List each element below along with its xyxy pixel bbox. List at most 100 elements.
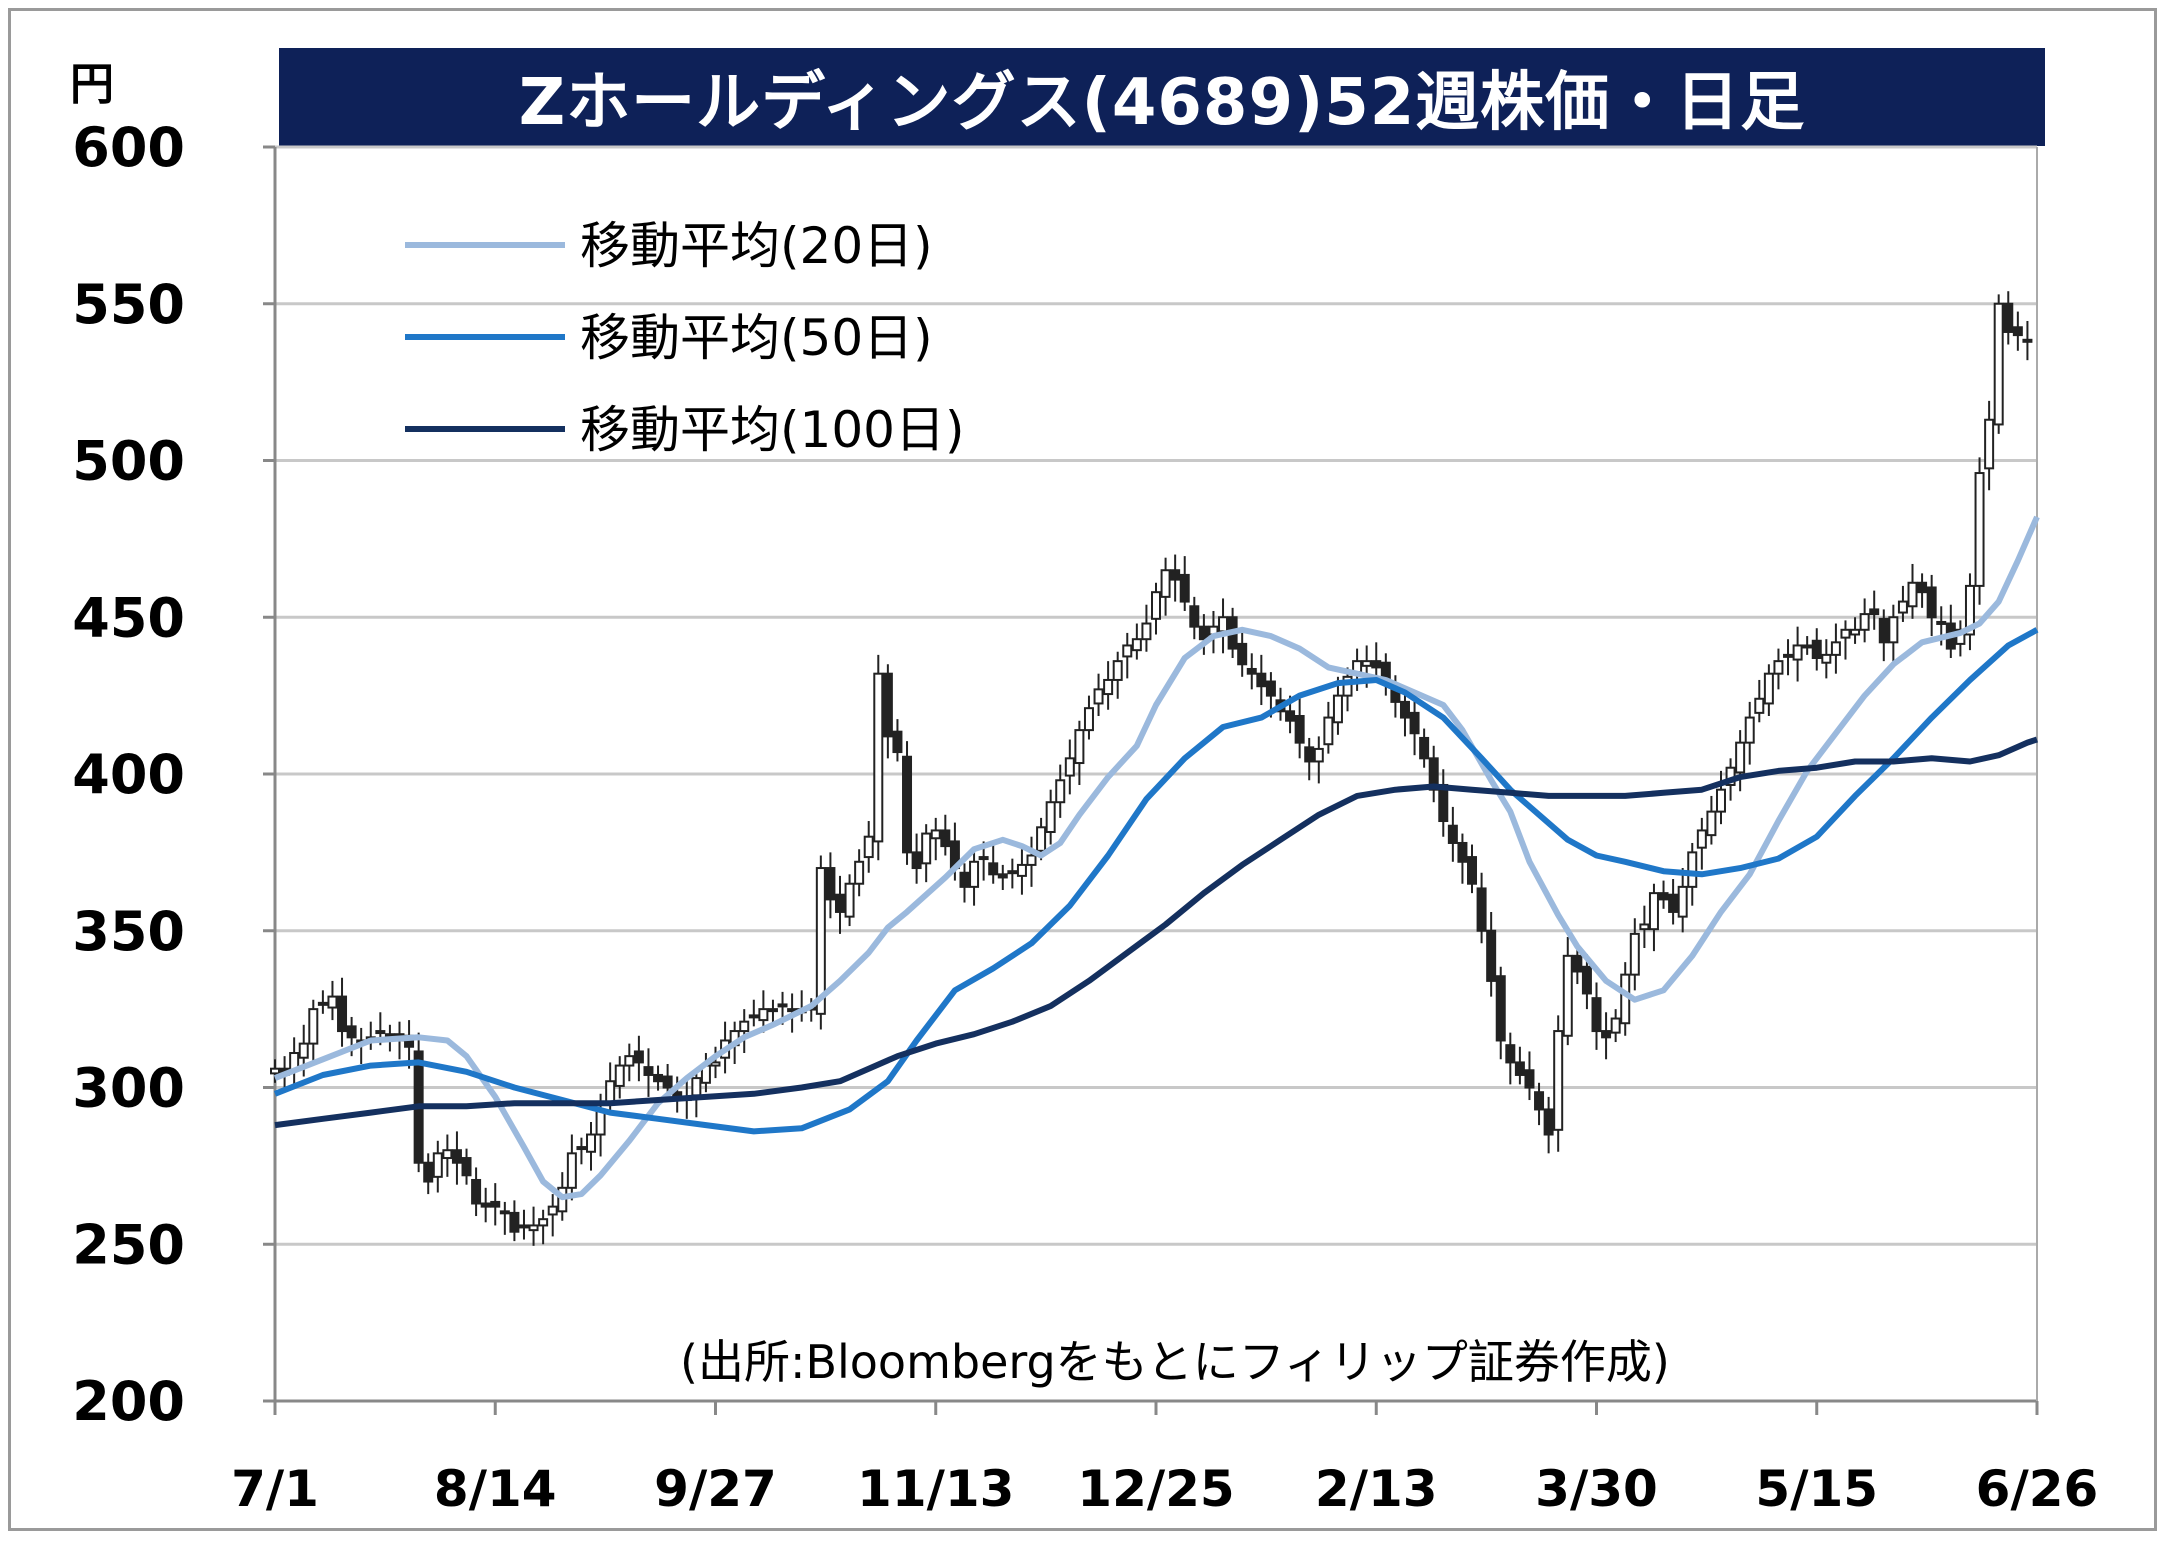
candle-body [1572,954,1583,973]
candle-body [1524,1069,1535,1089]
x-tick-label: 12/25 [1077,1460,1234,1518]
y-tick-label: 500 [72,430,185,493]
candle-body [1103,678,1114,696]
candle-body [882,672,893,738]
candle-body [423,1161,434,1183]
candle-body [1907,581,1918,608]
candle-body [1419,736,1430,760]
candle-body [1495,975,1506,1042]
candle-body [1897,600,1908,614]
candle-body [1811,639,1822,660]
candle-body [815,867,826,1015]
candle-body [624,1055,635,1067]
candle-body [566,1152,577,1189]
candle-body [978,856,989,861]
candle-body [1189,605,1200,628]
candle-body [480,1202,491,1208]
candle-body [1151,591,1161,620]
y-tick-label: 250 [72,1213,185,1276]
candle-body [1639,923,1650,931]
candle-body [547,1205,558,1216]
candle-body [1294,715,1305,744]
candle-body [1505,1044,1516,1064]
candle-body [1696,829,1707,849]
candle-body [586,1133,597,1153]
candle-body [1964,584,1975,636]
candle-body [1677,885,1688,918]
candle-body [940,829,951,848]
candle-body [1246,667,1257,675]
candle-body [1668,893,1679,913]
candle-body [1773,660,1784,675]
candle-body [1256,672,1267,688]
y-tick-label: 550 [72,273,185,336]
candle-body [327,995,338,1009]
candle-body [844,882,855,918]
candle-body [1122,644,1133,658]
candle-body [499,1210,510,1215]
candle-body [1830,641,1841,656]
y-tick-label: 400 [72,743,185,806]
candle-body [643,1066,654,1076]
legend-label-2: 移動平均(100日) [580,401,964,459]
candle-body [758,1008,769,1022]
candle-body [614,1064,625,1087]
x-tick-label: 11/13 [857,1460,1014,1518]
candle-body [1093,688,1104,705]
candle-body [1783,653,1794,658]
candle-body [662,1075,673,1089]
candle-body [528,1224,539,1232]
candle-body [346,1025,357,1039]
candle-body [1620,973,1631,1025]
candle-body [1399,700,1410,719]
y-tick-label: 200 [72,1370,185,1433]
candle-body [1993,302,2004,426]
candle-body [1926,586,1937,619]
candle-body [1802,644,1813,649]
candle-body [863,835,874,859]
candle-body [997,873,1008,879]
candle-body [1917,581,1928,594]
y-axis-unit: 円 [70,59,114,110]
candle-body [921,832,932,865]
ma-line-1 [273,627,2039,1135]
candle-body [1744,716,1755,744]
candle-body [902,755,913,854]
candle-body [1141,622,1152,641]
candle-body [1878,617,1889,644]
candle-body [1179,573,1190,603]
candle-body [969,860,980,888]
candle-body [375,1030,386,1035]
candle-body [777,1003,788,1008]
candle-body [834,893,845,913]
candle-body [1486,929,1497,982]
candle-body [1467,856,1478,885]
x-tick-label: 9/27 [654,1460,777,1518]
candle-body [1629,932,1640,976]
candle-body [710,1061,721,1067]
candle-body [509,1211,520,1233]
candle-body [1447,824,1458,844]
candle-body [930,829,941,840]
candle-body [1553,1030,1564,1131]
candle-body [1984,418,1995,470]
x-tick-label: 2/13 [1315,1460,1438,1518]
candle-body [1428,757,1439,791]
candle-body [748,1014,759,1019]
candle-body [691,1077,702,1097]
x-tick-label: 8/14 [434,1460,557,1518]
candle-body [1687,851,1698,888]
candle-body [1332,694,1343,724]
candle-body [1045,801,1056,833]
candle-body [1888,616,1899,644]
candle-body [911,851,922,870]
candle-body [1074,729,1085,765]
candle-body [1026,854,1037,866]
candle-body [490,1200,501,1208]
x-tick-label: 3/30 [1535,1460,1658,1518]
ma-line-2 [274,736,2038,1129]
candle-body [1160,569,1171,598]
candle-body [1735,741,1746,774]
candle-body [633,1050,644,1064]
